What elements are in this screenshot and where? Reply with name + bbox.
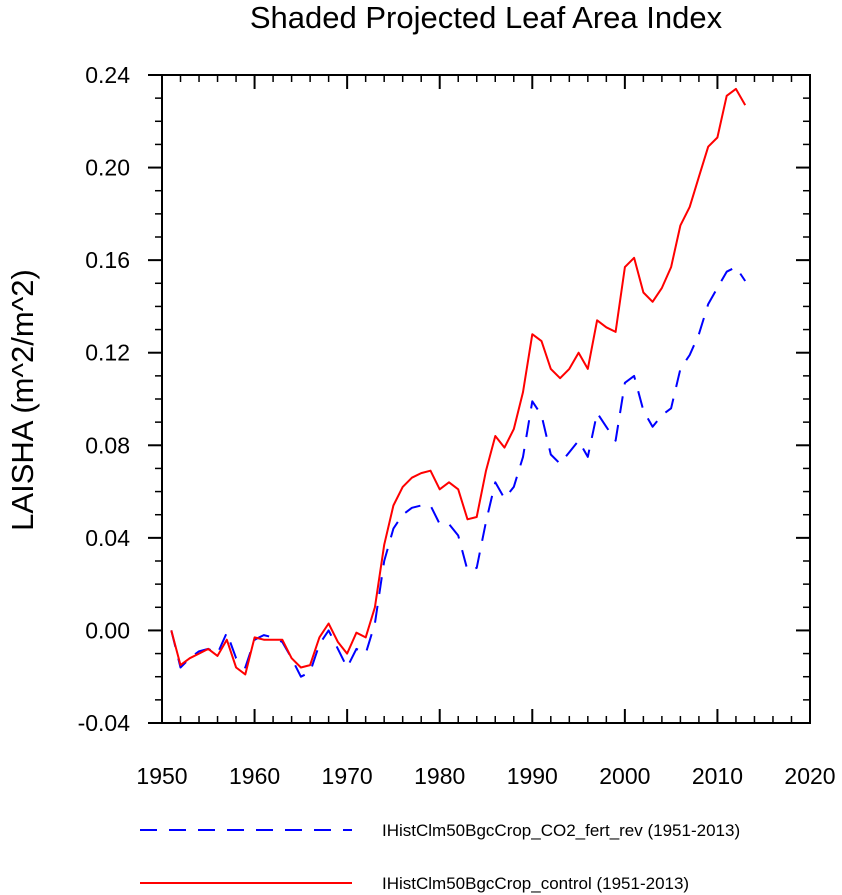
y-tick-label: 0.24: [85, 62, 130, 88]
x-tick-label: 2010: [692, 763, 743, 789]
x-tick-label: 1960: [229, 763, 280, 789]
x-tick-label: 2020: [784, 763, 835, 789]
plot-frame: [161, 74, 811, 724]
tick-labels: 1950 1960 1970 1980 1990 2000 2010 2020 -0.04 0.0…: [78, 62, 836, 789]
x-tick-label: 1980: [414, 763, 465, 789]
y-tick-label: 0.04: [85, 525, 130, 551]
y-tick-label: 0.20: [85, 155, 130, 181]
x-tick-label: 1970: [322, 763, 373, 789]
y-tick-label: 0.08: [85, 432, 130, 458]
y-tick-label: -0.04: [78, 710, 131, 736]
x-tick-label: 1950: [136, 763, 187, 789]
y-tick-label: 0.16: [85, 247, 130, 273]
legend-label: IHistClm50BgcCrop_CO2_fert_rev (1951-201…: [382, 821, 740, 840]
series-lines: [170, 87, 747, 678]
legend-label: IHistClm50BgcCrop_control (1951-2013): [382, 874, 689, 893]
chart-title: Shaded Projected Leaf Area Index: [250, 0, 723, 35]
x-tick-label: 2000: [599, 763, 650, 789]
series-line-co2-fert-rev: [170, 266, 747, 678]
series-line-control: [170, 87, 747, 676]
axis-ticks: [148, 74, 811, 724]
y-axis-label: LAISHA (m^2/m^2): [5, 269, 40, 531]
y-tick-label: 0.12: [85, 340, 130, 366]
x-tick-label: 1990: [507, 763, 558, 789]
legend: IHistClm50BgcCrop_CO2_fert_rev (1951-201…: [140, 821, 740, 893]
y-tick-label: 0.00: [85, 617, 130, 643]
